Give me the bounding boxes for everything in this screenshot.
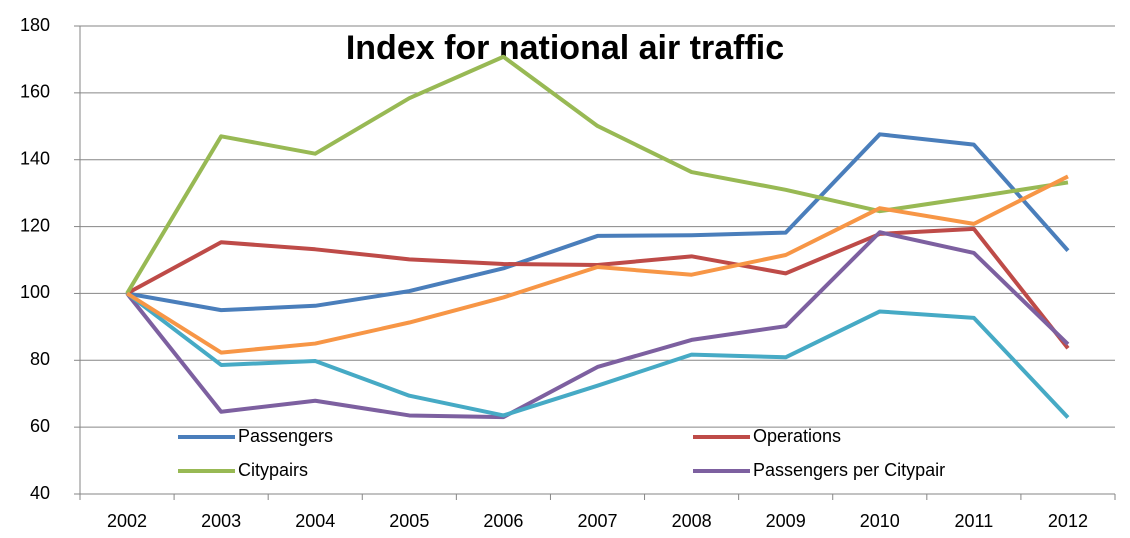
x-tick-label: 2011 [955, 511, 994, 531]
y-tick-label: 60 [30, 416, 50, 436]
data-line [125, 230, 1070, 420]
grid [80, 25, 1115, 495]
legend-label: Passengers per Citypair [753, 460, 945, 480]
y-tick-label: 140 [20, 148, 50, 168]
data-line [125, 174, 1069, 355]
x-tick-label: 2007 [577, 511, 617, 531]
x-tick-label: 2002 [107, 511, 147, 531]
y-tick-label: 120 [20, 215, 50, 235]
data-line [125, 291, 1070, 419]
legend-label: Operations [753, 426, 841, 446]
data-line [125, 54, 1069, 295]
y-tick-label: 180 [20, 15, 50, 35]
y-tick-label: 80 [30, 349, 50, 369]
data-line [126, 132, 1070, 313]
x-tick-label: 2012 [1048, 511, 1088, 531]
x-tick-label: 2004 [295, 511, 335, 531]
x-tick-label: 2008 [672, 511, 712, 531]
x-tick-label: 2005 [389, 511, 429, 531]
x-tick-label: 2009 [766, 511, 806, 531]
x-tick-label: 2006 [483, 511, 523, 531]
legend-label: Passengers [238, 426, 333, 446]
x-tick-label: 2003 [201, 511, 241, 531]
y-tick-label: 160 [20, 82, 50, 102]
y-tick-label: 100 [20, 282, 50, 302]
legend-label: Citypairs [238, 460, 308, 480]
x-tick-label: 2010 [860, 511, 900, 531]
chart-title: Index for national air traffic [346, 29, 784, 67]
y-tick-label: 40 [30, 483, 50, 503]
data-line [126, 226, 1070, 350]
